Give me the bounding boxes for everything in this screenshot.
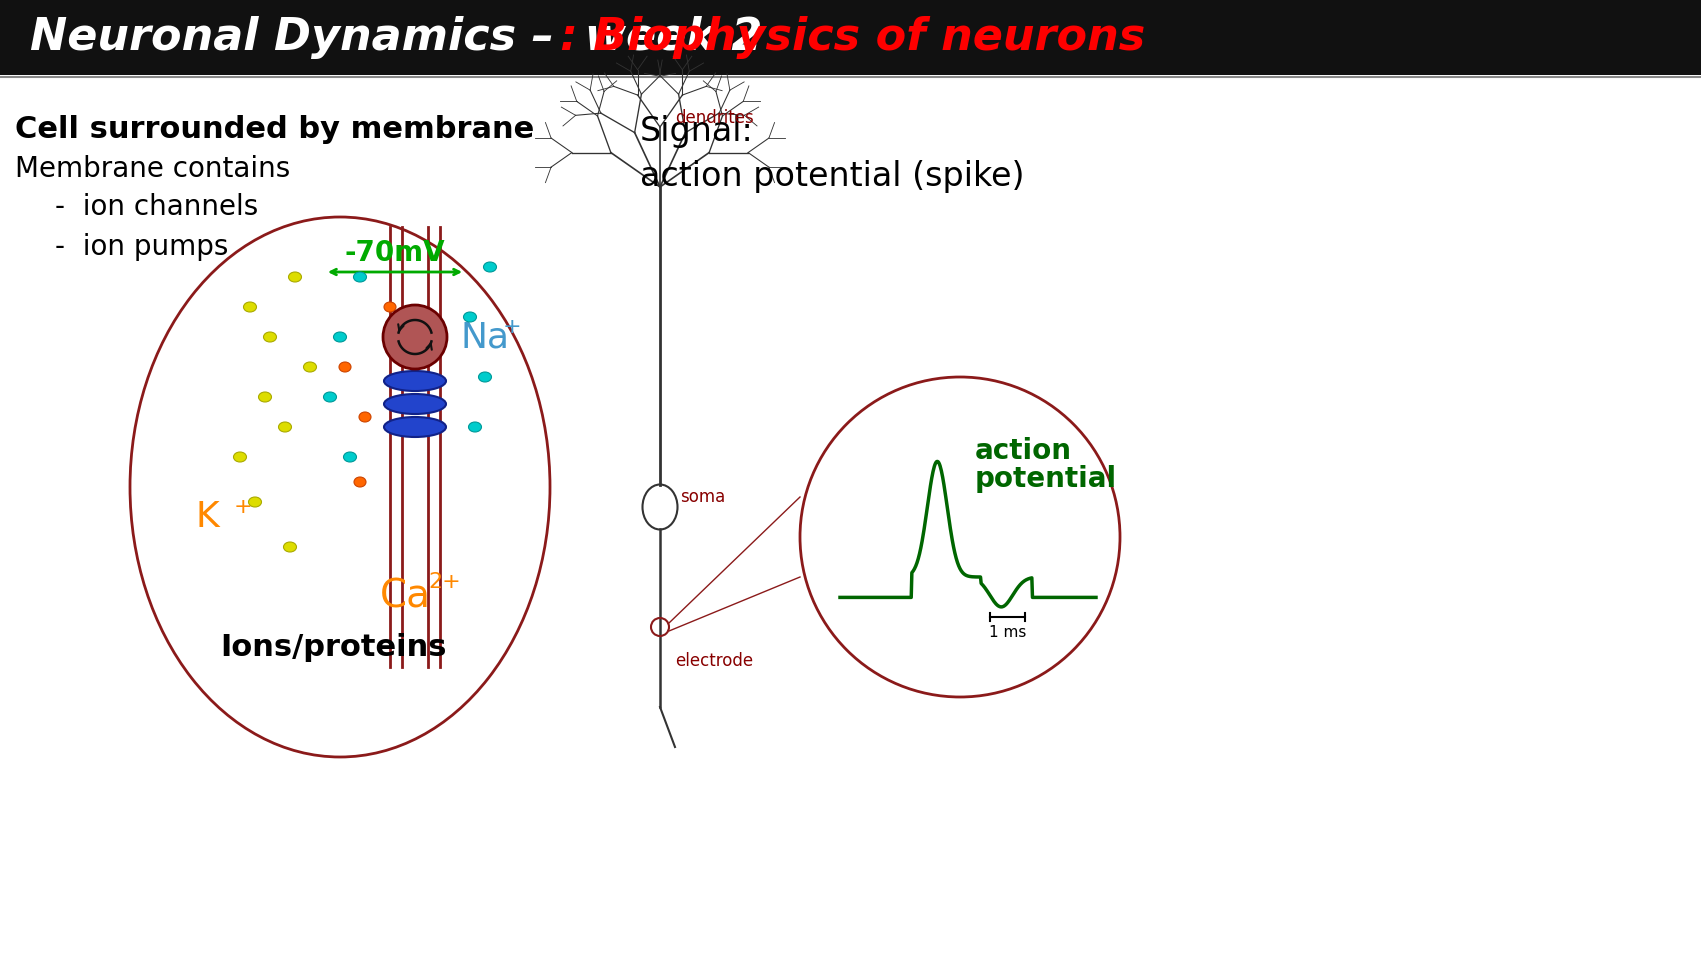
Text: dendrites: dendrites xyxy=(675,109,754,127)
Text: Ions/proteins: Ions/proteins xyxy=(219,633,446,661)
Ellipse shape xyxy=(264,332,277,342)
Ellipse shape xyxy=(284,542,296,552)
Text: 2+: 2+ xyxy=(429,572,461,592)
Text: +: + xyxy=(235,497,253,517)
Circle shape xyxy=(799,377,1119,697)
Ellipse shape xyxy=(338,362,350,372)
Text: action: action xyxy=(975,437,1072,465)
Ellipse shape xyxy=(468,422,481,432)
Ellipse shape xyxy=(354,272,366,282)
Ellipse shape xyxy=(359,412,371,422)
Text: Neuronal Dynamics –  week 2: Neuronal Dynamics – week 2 xyxy=(31,16,762,59)
Text: +: + xyxy=(503,317,522,337)
Ellipse shape xyxy=(478,372,492,382)
Ellipse shape xyxy=(303,362,316,372)
Ellipse shape xyxy=(259,392,272,402)
Text: Cell surrounded by membrane: Cell surrounded by membrane xyxy=(15,115,534,144)
Bar xyxy=(0,0,1701,75)
Ellipse shape xyxy=(333,332,347,342)
Text: soma: soma xyxy=(680,488,725,506)
Text: -  ion pumps: - ion pumps xyxy=(54,233,228,261)
Ellipse shape xyxy=(233,452,247,462)
Ellipse shape xyxy=(384,394,446,414)
Text: electrode: electrode xyxy=(675,652,754,670)
Text: : Biophysics of neurons: : Biophysics of neurons xyxy=(560,16,1145,59)
Text: -  ion channels: - ion channels xyxy=(54,193,259,221)
Text: K: K xyxy=(196,500,219,534)
Ellipse shape xyxy=(289,272,301,282)
Ellipse shape xyxy=(243,302,257,312)
Ellipse shape xyxy=(384,417,446,437)
Ellipse shape xyxy=(384,302,396,312)
Ellipse shape xyxy=(354,477,366,487)
Text: potential: potential xyxy=(975,465,1118,493)
Text: -70mV: -70mV xyxy=(345,239,446,267)
Ellipse shape xyxy=(483,262,497,272)
Text: 1 ms: 1 ms xyxy=(988,625,1026,640)
Ellipse shape xyxy=(279,422,291,432)
Ellipse shape xyxy=(323,392,337,402)
Text: Na: Na xyxy=(459,320,509,354)
Circle shape xyxy=(383,305,447,369)
Ellipse shape xyxy=(384,371,446,391)
Text: Ca: Ca xyxy=(379,578,430,616)
Ellipse shape xyxy=(248,497,262,507)
Text: Signal:: Signal: xyxy=(640,115,754,148)
Text: Membrane contains: Membrane contains xyxy=(15,155,291,183)
Ellipse shape xyxy=(344,452,357,462)
Text: action potential (spike): action potential (spike) xyxy=(640,160,1024,193)
Ellipse shape xyxy=(463,312,476,322)
